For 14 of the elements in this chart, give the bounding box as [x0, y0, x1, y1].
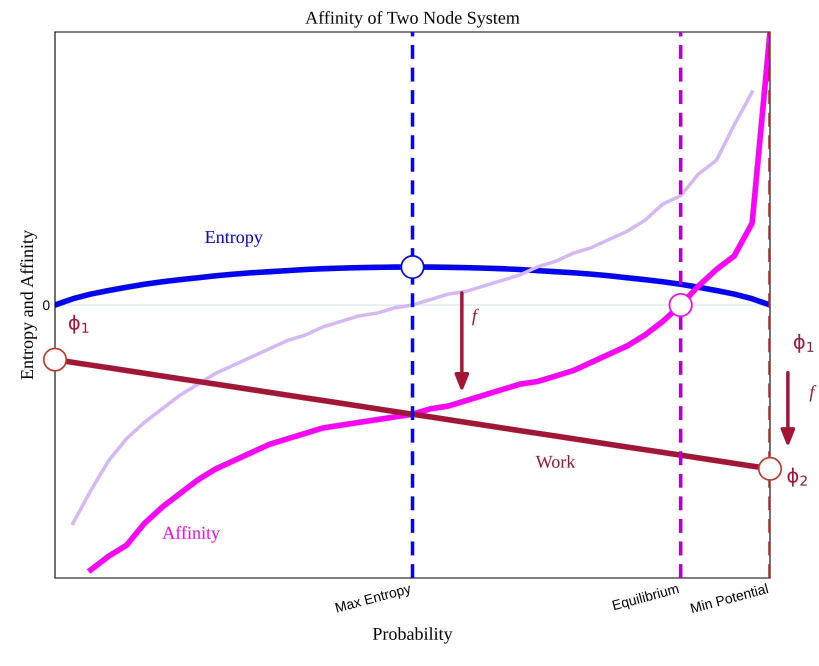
text: f — [810, 385, 816, 402]
x-axis-title: Probability — [372, 627, 453, 644]
annotation: f — [472, 308, 479, 326]
x-tick-label: Max Entropy — [335, 583, 412, 616]
y-axis-title: Entropy and Affinity — [20, 230, 37, 380]
series-label: Affinity — [162, 526, 220, 543]
annotation: ϕ$_{1}$ — [68, 314, 88, 334]
chart-title: Affinity of Two Node System — [305, 10, 520, 28]
text: ϕ$_{1}$ — [794, 334, 814, 353]
x-tick-label: Min Potential — [690, 583, 768, 614]
series-label: Entropy — [205, 231, 263, 247]
ref-line-label: 0 — [42, 300, 50, 310]
series-label: Work — [536, 455, 576, 468]
text: ϕ$_{2}$ — [788, 468, 807, 486]
